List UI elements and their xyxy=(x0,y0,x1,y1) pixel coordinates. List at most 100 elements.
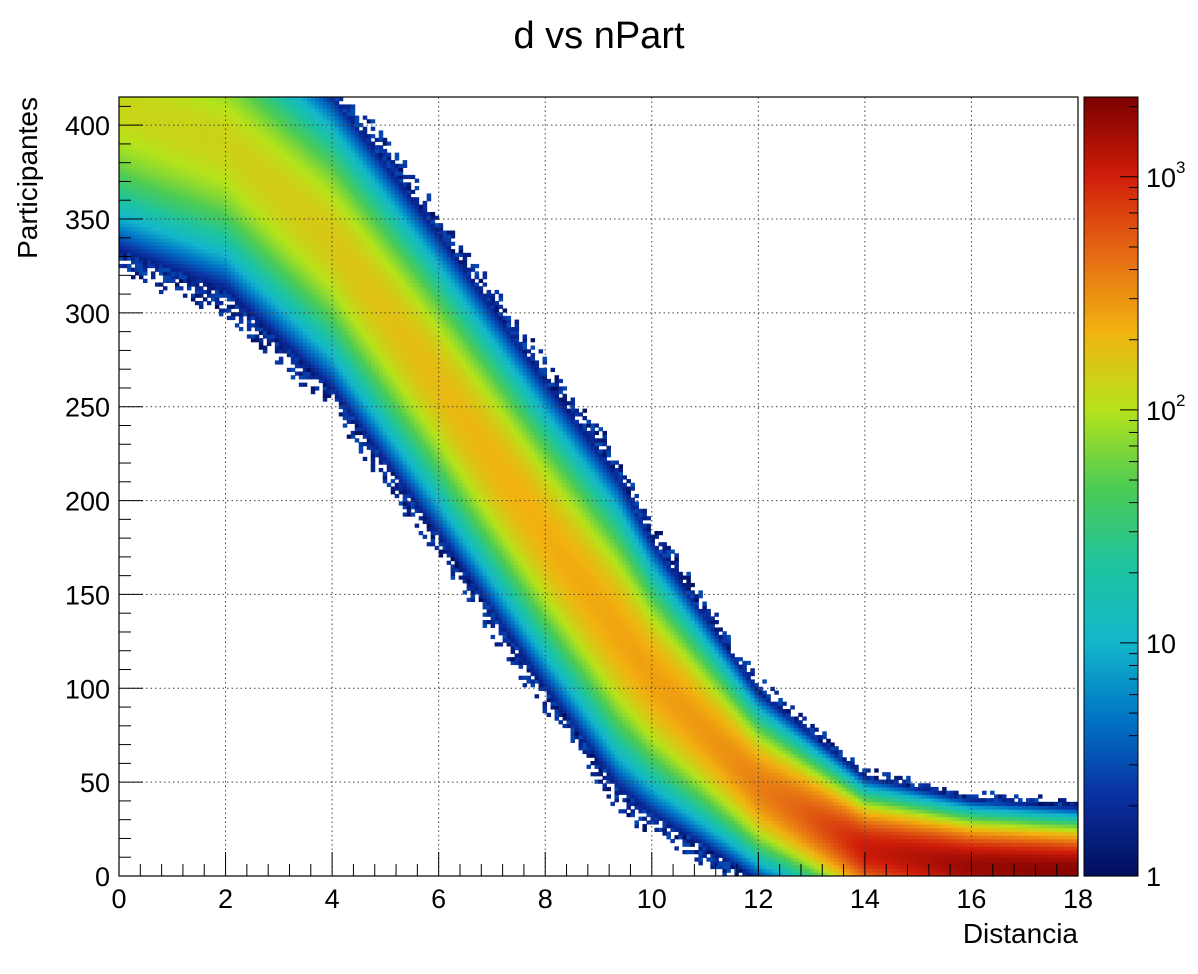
heatmap-cell xyxy=(134,234,140,239)
heatmap-cell xyxy=(398,312,404,317)
heatmap-cell xyxy=(134,223,140,228)
heatmap-cell xyxy=(226,167,232,172)
heatmap-cell xyxy=(362,156,368,161)
heatmap-cell xyxy=(334,282,340,287)
heatmap-cell xyxy=(322,111,328,117)
heatmap-cell xyxy=(123,178,128,183)
heatmap-cell xyxy=(386,163,392,168)
heatmap-cell xyxy=(338,364,344,369)
heatmap-cell xyxy=(362,286,368,291)
heatmap-cell xyxy=(350,145,356,150)
heatmap-cell xyxy=(382,245,388,250)
heatmap-cell xyxy=(274,197,280,202)
heatmap-cell xyxy=(314,334,320,339)
heatmap-cell xyxy=(398,430,404,436)
heatmap-cell xyxy=(346,390,352,395)
heatmap-cell xyxy=(210,286,216,291)
heatmap-cell xyxy=(182,167,188,172)
heatmap-cell xyxy=(190,145,196,150)
heatmap-cell xyxy=(346,193,352,198)
heatmap-cell xyxy=(174,178,180,183)
heatmap-cell xyxy=(302,241,308,246)
heatmap-cell xyxy=(386,278,392,283)
heatmap-cell xyxy=(350,223,356,228)
heatmap-cell xyxy=(330,174,336,180)
heatmap-cell xyxy=(278,330,284,335)
heatmap-cell xyxy=(346,286,352,291)
heatmap-cell xyxy=(330,237,336,243)
heatmap-cell xyxy=(382,200,388,206)
heatmap-cell xyxy=(322,148,328,154)
heatmap-cell xyxy=(354,200,360,206)
heatmap-cell xyxy=(134,200,140,206)
heatmap-cell xyxy=(286,226,292,232)
heatmap-cell xyxy=(290,301,296,306)
heatmap-cell xyxy=(358,330,364,335)
heatmap-cell xyxy=(350,230,356,235)
heatmap-cell xyxy=(174,104,180,109)
heatmap-cell xyxy=(366,375,372,380)
heatmap-cell xyxy=(302,152,308,157)
heatmap-cell xyxy=(226,152,232,157)
heatmap-cell xyxy=(206,189,212,194)
heatmap-cell xyxy=(246,263,252,269)
heatmap-cell xyxy=(278,304,284,309)
heatmap-cell xyxy=(334,167,340,172)
heatmap-cell xyxy=(382,315,388,321)
heatmap-cell xyxy=(314,315,320,321)
heatmap-cell xyxy=(398,371,404,376)
heatmap-cell xyxy=(242,260,248,265)
heatmap-cell xyxy=(294,312,300,317)
heatmap-cell xyxy=(390,367,396,373)
heatmap-cell xyxy=(286,208,292,213)
heatmap-cell xyxy=(338,319,344,324)
heatmap-cell xyxy=(350,275,356,280)
heatmap-cell xyxy=(254,278,260,283)
heatmap-cell xyxy=(402,219,408,224)
heatmap-cell xyxy=(166,178,172,183)
heatmap-cell xyxy=(130,267,136,272)
heatmap-cell xyxy=(362,304,368,309)
heatmap-cell xyxy=(154,230,160,235)
heatmap-cell xyxy=(254,141,260,146)
heatmap-cell xyxy=(266,212,272,217)
heatmap-cell xyxy=(218,256,224,261)
heatmap-cell xyxy=(298,312,304,317)
heatmap-cell xyxy=(342,338,348,343)
heatmap-cell xyxy=(302,130,308,135)
heatmap-cell xyxy=(214,223,220,228)
heatmap-cell xyxy=(194,260,200,265)
heatmap-cell xyxy=(150,126,156,131)
heatmap-cell xyxy=(334,200,340,206)
heatmap-cell xyxy=(386,326,392,332)
heatmap-cell xyxy=(362,275,368,280)
heatmap-cell xyxy=(330,163,336,168)
heatmap-cell xyxy=(198,241,204,246)
heatmap-cell xyxy=(314,97,320,102)
heatmap-cell xyxy=(362,215,368,220)
heatmap-cell xyxy=(330,308,336,313)
heatmap-cell xyxy=(174,212,180,217)
heatmap-cell xyxy=(370,352,376,358)
heatmap-cell xyxy=(150,256,156,261)
heatmap-cell xyxy=(166,234,172,239)
heatmap-cell xyxy=(386,271,392,276)
heatmap-cell xyxy=(402,460,408,465)
heatmap-cell xyxy=(302,156,308,161)
heatmap-cell xyxy=(274,204,280,209)
heatmap-cell xyxy=(382,338,388,343)
heatmap-cell xyxy=(382,364,388,369)
heatmap-cell xyxy=(314,234,320,239)
heatmap-cell xyxy=(382,208,388,213)
heatmap-cell xyxy=(366,441,372,447)
heatmap-cell xyxy=(390,334,396,339)
heatmap-cell xyxy=(234,100,240,105)
heatmap-cell xyxy=(206,178,212,183)
heatmap-cell xyxy=(230,212,236,217)
heatmap-cell xyxy=(194,156,200,161)
heatmap-cell xyxy=(230,126,236,131)
heatmap-cell xyxy=(342,393,348,398)
heatmap-cell xyxy=(119,163,124,168)
heatmap-cell xyxy=(286,122,292,128)
heatmap-cell xyxy=(394,438,400,443)
